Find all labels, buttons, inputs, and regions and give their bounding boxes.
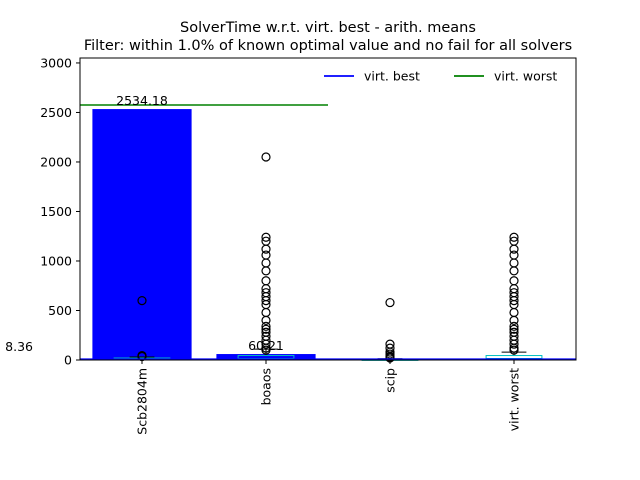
- outlier-point: [261, 152, 271, 162]
- y-tick-label: 500: [48, 303, 72, 318]
- bar-0: [92, 109, 192, 360]
- outlier-point: [509, 258, 519, 268]
- boxplot-2: [361, 297, 419, 363]
- outlier-point: [509, 232, 519, 242]
- outlier-point: [261, 321, 271, 331]
- outlier-point: [509, 315, 519, 325]
- plot-area: 8.36 2534.18 60.21 0 500 1000 1500 2000 2500 3000…: [5, 55, 577, 435]
- outlier-point: [137, 295, 147, 306]
- y-tick-label: 3000: [40, 55, 72, 70]
- outlier-point: [261, 276, 271, 286]
- outlier-point: [509, 345, 519, 355]
- y-tick-label: 1000: [40, 253, 72, 268]
- y-tick-label: 1500: [40, 204, 72, 219]
- chart-title: SolverTime w.r.t. virt. best - arith. me…: [180, 20, 476, 36]
- outlier-point: [509, 324, 519, 334]
- outlier-point: [261, 266, 271, 276]
- legend-label-1: virt. worst: [494, 69, 557, 84]
- outlier-point: [261, 315, 271, 325]
- outlier-point: [509, 339, 519, 349]
- bar-1: [216, 354, 316, 360]
- outlier-point: [509, 276, 519, 286]
- outlier-point: [261, 250, 271, 260]
- outlier-point: [385, 297, 395, 308]
- outlier-point: [261, 339, 271, 349]
- legend: virt. best virt. worst: [324, 69, 557, 84]
- outlier-point: [261, 232, 271, 242]
- x-tick-label: Scb2804m: [135, 368, 150, 435]
- x-tick-label: scip: [383, 368, 398, 393]
- outlier-point: [261, 324, 271, 334]
- outlier-point: [261, 307, 271, 318]
- outlier-point: [509, 266, 519, 276]
- outlier-point: [509, 250, 519, 260]
- x-tick-label: virt. worst: [507, 368, 522, 431]
- boxplot-3: [485, 232, 543, 361]
- bar-label-0: 2534.18: [116, 93, 168, 108]
- outlier-point: [509, 307, 519, 318]
- axes-frame: [79, 57, 577, 361]
- outlier-point: [509, 244, 519, 254]
- outlier-point: [261, 345, 271, 355]
- chart-subtitle: Filter: within 1.0% of known optimal val…: [84, 38, 572, 54]
- outlier-point: [261, 258, 271, 268]
- legend-label-0: virt. best: [364, 69, 420, 84]
- x-tick-label: boaos: [259, 368, 274, 405]
- y-tick-label: 2500: [40, 105, 72, 120]
- reference-line-label: 8.36: [5, 339, 33, 354]
- outlier-point: [261, 295, 271, 306]
- boxplot-1: [237, 152, 295, 361]
- outlier-point: [509, 321, 519, 331]
- bar-label-1: 60.21: [248, 338, 284, 353]
- outlier-point: [261, 244, 271, 254]
- y-tick-label: 2000: [40, 154, 72, 169]
- outlier-point: [509, 295, 519, 306]
- y-tick-label: 0: [64, 353, 72, 368]
